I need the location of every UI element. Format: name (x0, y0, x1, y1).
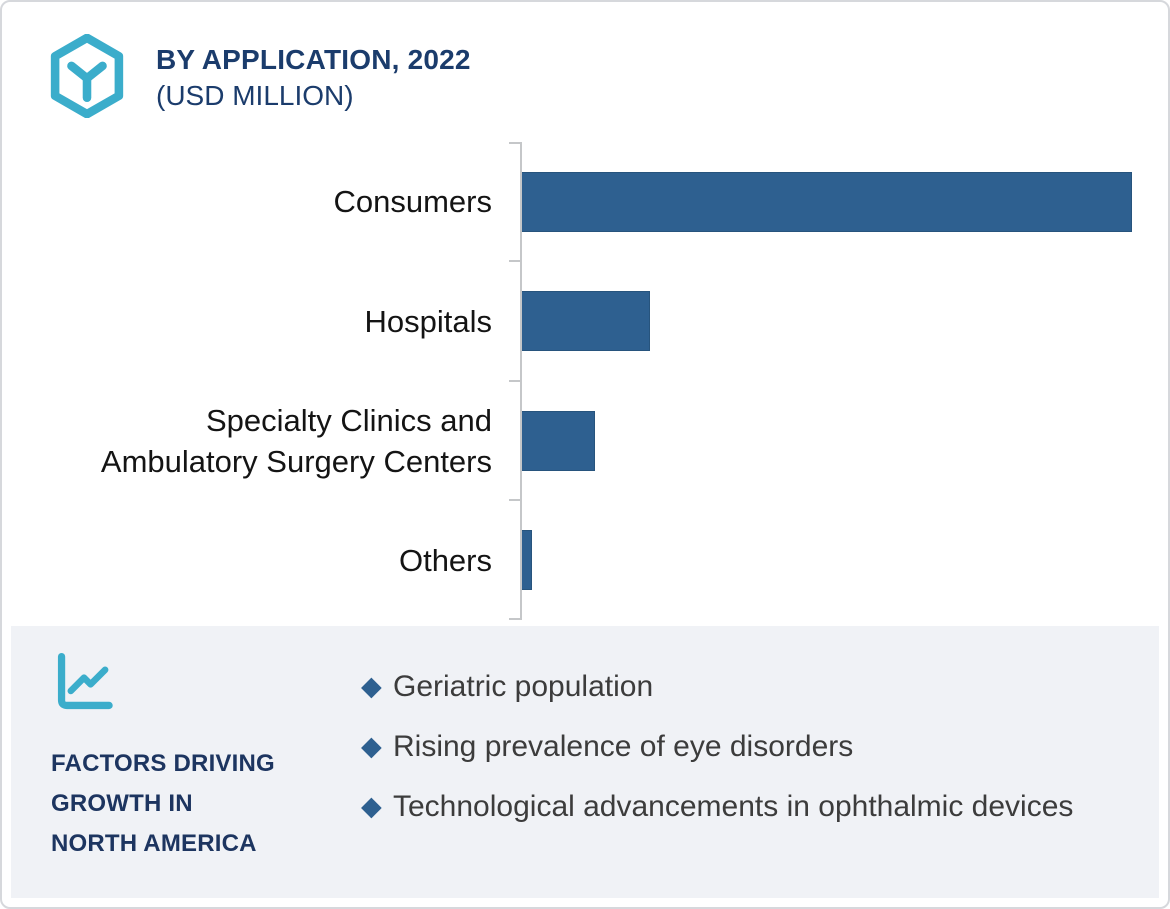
factor-text: Geriatric population (393, 670, 654, 703)
chart-titles: BY APPLICATION, 2022 (USD MILLION) (156, 34, 471, 114)
factors-heading-line: FACTORS DRIVING (51, 750, 275, 777)
factors-list: ◆ Geriatric population ◆ Rising prevalen… (361, 666, 1073, 846)
diamond-bullet-icon: ◆ (361, 671, 382, 701)
bar-cell (520, 500, 1164, 620)
axis-tick (509, 499, 521, 501)
list-item: ◆ Technological advancements in ophthalm… (361, 786, 1073, 827)
chart-bar (522, 410, 596, 471)
chart-bar (522, 171, 1132, 232)
axis-tick (509, 618, 521, 620)
chart-subtitle: (USD MILLION) (156, 80, 354, 111)
axis-tick (509, 380, 521, 382)
category-label: Others (398, 542, 492, 578)
list-item: ◆ Geriatric population (361, 666, 1073, 707)
chart-bar (522, 530, 532, 591)
diamond-bullet-icon: ◆ (361, 791, 382, 821)
axis-tick (509, 142, 521, 144)
factor-text: Rising prevalence of eye disorders (393, 730, 854, 763)
chart-row: Others (40, 500, 1164, 620)
category-label: Consumers (333, 184, 493, 220)
factors-heading-line: NORTH AMERICA (51, 830, 257, 857)
chart-bar (522, 291, 651, 352)
bar-cell (520, 381, 1164, 501)
chart-row: Consumers (40, 142, 1164, 262)
factor-text: Technological advancements in ophthalmic… (393, 790, 1074, 823)
bar-cell (520, 261, 1164, 381)
bar-cell (520, 142, 1164, 262)
factors-heading-line: GROWTH IN (51, 790, 193, 817)
chart-row: Hospitals (40, 261, 1164, 381)
factors-panel: FACTORS DRIVING GROWTH IN NORTH AMERICA … (11, 626, 1159, 898)
list-item: ◆ Rising prevalence of eye disorders (361, 726, 1073, 767)
axis-tick (509, 260, 521, 262)
bar-chart: Consumers Hospitals Specialty Clinics an… (40, 142, 1164, 620)
category-label: Specialty Clinics and Ambulatory Surgery… (100, 402, 492, 479)
chart-title: BY APPLICATION, 2022 (156, 44, 471, 75)
chart-row: Specialty Clinics and Ambulatory Surgery… (40, 381, 1164, 501)
line-chart-icon (57, 652, 113, 710)
category-label: Hospitals (364, 303, 493, 339)
chart-header: BY APPLICATION, 2022 (USD MILLION) (48, 34, 471, 118)
diamond-bullet-icon: ◆ (361, 731, 382, 761)
factors-heading: FACTORS DRIVING GROWTH IN NORTH AMERICA (51, 744, 275, 864)
hexagon-y-icon (50, 34, 124, 118)
